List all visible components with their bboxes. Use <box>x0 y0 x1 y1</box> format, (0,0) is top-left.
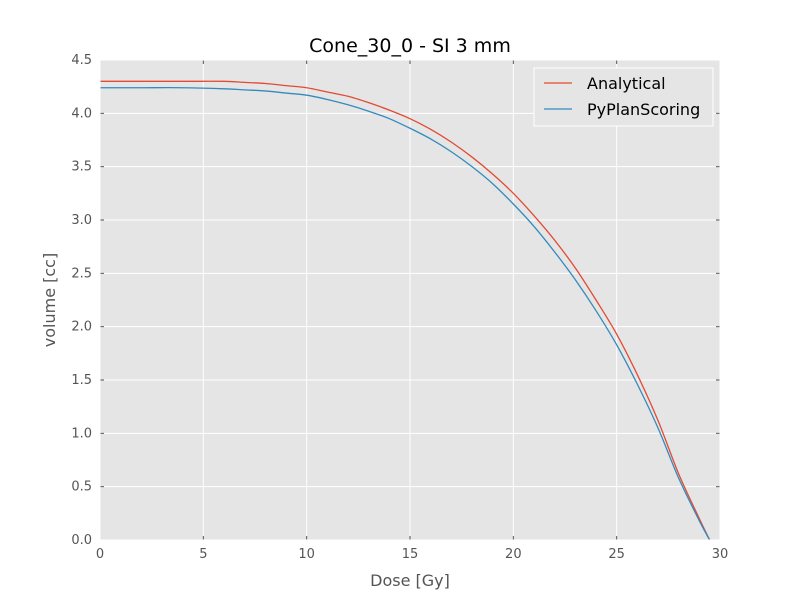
y-tick-label: 2.0 <box>71 320 92 335</box>
legend: Analytical PyPlanScoring <box>533 67 714 127</box>
x-tick-label: 30 <box>712 547 729 562</box>
series-line-pyplanscoring <box>100 87 711 541</box>
y-tick-label: 3.5 <box>71 160 92 175</box>
y-tick-label: 1.5 <box>71 373 92 388</box>
series-lines <box>100 80 711 541</box>
plot-border <box>99 59 721 541</box>
y-tick-label: 2.5 <box>71 266 92 281</box>
y-tick-label: 1.0 <box>71 426 92 441</box>
grid <box>100 60 720 540</box>
x-tick-label: 15 <box>402 547 419 562</box>
x-tick-label: 0 <box>96 547 104 562</box>
series-line-analytical <box>100 80 711 541</box>
x-tick-label: 10 <box>298 547 315 562</box>
x-axis-label: Dose [Gy] <box>370 571 450 590</box>
y-tick-label: 4.5 <box>71 53 92 68</box>
y-tick-label: 0.0 <box>71 533 92 548</box>
legend-box <box>533 67 714 127</box>
legend-label: Analytical <box>587 74 666 93</box>
ticks: 0 5 10 15 20 25 30 0.0 0.5 1.0 1.5 2.0 2.5 3.0 3.5 4.0 4… <box>71 53 728 562</box>
y-tick-label: 4.0 <box>71 106 92 121</box>
y-tick-label: 3.0 <box>71 213 92 228</box>
y-axis-label: volume [cc] <box>40 253 59 347</box>
chart-title: Cone_30_0 - SI 3 mm <box>309 35 511 57</box>
x-tick-label: 25 <box>608 547 625 562</box>
x-tick-label: 20 <box>505 547 522 562</box>
x-tick-label: 5 <box>199 547 207 562</box>
legend-label: PyPlanScoring <box>587 100 700 119</box>
y-tick-label: 0.5 <box>71 480 92 495</box>
